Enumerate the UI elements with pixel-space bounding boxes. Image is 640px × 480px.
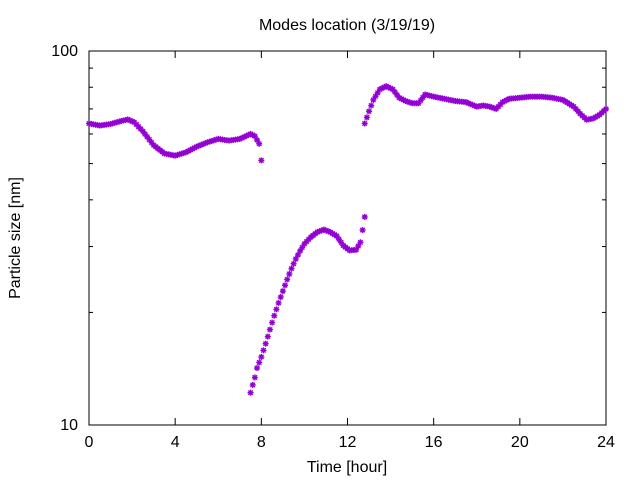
data-point	[256, 140, 263, 147]
data-point	[258, 157, 265, 164]
data-points	[86, 83, 609, 396]
y-tick-label: 100	[51, 43, 78, 60]
x-tick-label: 0	[85, 434, 94, 451]
x-tick-label: 20	[511, 434, 529, 451]
y-tick-label: 10	[60, 417, 78, 434]
data-point	[262, 340, 269, 347]
data-point	[266, 326, 273, 333]
data-point	[357, 239, 364, 246]
data-point	[271, 312, 278, 319]
data-point	[284, 276, 291, 283]
data-point	[282, 282, 289, 289]
x-tick-label: 12	[339, 434, 357, 451]
x-tick-label: 8	[257, 434, 266, 451]
y-axis-label: Particle size [nm]	[7, 177, 24, 299]
data-point	[361, 120, 368, 127]
data-point	[290, 260, 297, 267]
data-point	[264, 333, 271, 340]
data-point	[251, 374, 258, 381]
data-point	[359, 227, 366, 234]
data-point	[258, 353, 265, 360]
axis-ticks: 0 4 8 12 16 20 24 10 100	[51, 43, 615, 451]
data-point	[254, 365, 261, 372]
data-point	[366, 108, 373, 115]
data-point	[247, 130, 254, 137]
data-point	[256, 359, 263, 366]
data-point	[260, 347, 267, 354]
data-point	[277, 294, 284, 301]
data-point	[249, 381, 256, 388]
x-tick-label: 16	[425, 434, 443, 451]
data-point	[288, 265, 295, 272]
data-point	[275, 299, 282, 306]
x-tick-label: 24	[597, 434, 615, 451]
data-point	[279, 288, 286, 295]
plot-frame	[88, 50, 607, 426]
data-point	[247, 389, 254, 396]
data-point	[286, 271, 293, 278]
data-point	[603, 105, 609, 112]
data-point	[361, 213, 368, 220]
data-point	[273, 306, 280, 313]
data-point	[363, 114, 370, 121]
chart-title: Modes location (3/19/19)	[259, 17, 435, 34]
x-axis-label: Time [hour]	[307, 459, 387, 476]
x-tick-label: 4	[171, 434, 180, 451]
data-point	[368, 102, 375, 109]
data-point	[269, 319, 276, 326]
